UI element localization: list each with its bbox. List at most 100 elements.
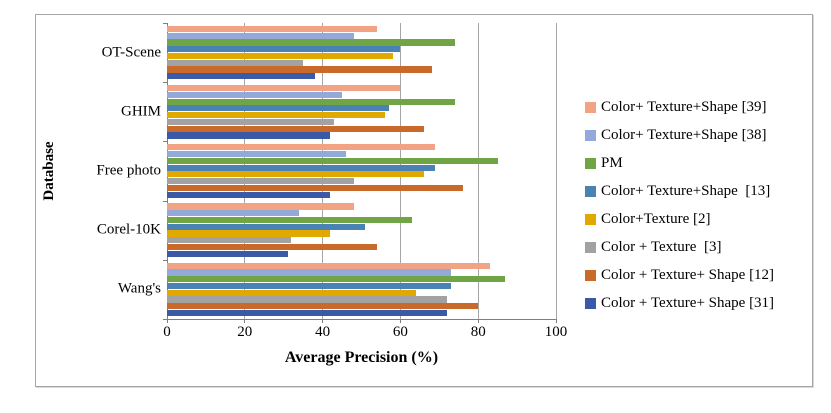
bar-corel-10k <box>167 223 366 230</box>
plot-area <box>166 23 557 320</box>
bar-chart-figure: Database Average Precision (%) Color+ Te… <box>35 14 813 387</box>
y-axis-tick <box>163 200 167 202</box>
bar-corel-10k <box>167 203 354 210</box>
y-axis-tick <box>163 82 167 84</box>
x-tick-label-100: 100 <box>544 324 568 340</box>
legend-swatch <box>585 129 596 141</box>
bar-corel-10k <box>167 250 288 258</box>
legend-swatch <box>585 185 596 197</box>
bar-group-ot-scene <box>167 23 556 82</box>
bar-wang-s <box>167 303 479 310</box>
legend-swatch <box>585 157 596 169</box>
bar-corel-10k <box>167 237 292 244</box>
bar-free-photo <box>167 171 424 178</box>
bar-free-photo <box>167 144 436 151</box>
legend-swatch <box>585 241 596 253</box>
legend-item-0: Color+ Texture+Shape [39] <box>585 93 774 121</box>
x-axis-tick-0 <box>166 319 168 323</box>
x-axis-tick-80 <box>477 319 479 323</box>
bar-wang-s <box>167 296 448 303</box>
legend-item-2: PM <box>585 149 774 177</box>
bar-free-photo <box>167 184 463 192</box>
legend-item-6: Color + Texture+ Shape [12] <box>585 261 774 289</box>
gridline-80 <box>477 23 479 319</box>
bar-ghim <box>167 112 385 119</box>
category-label-ot-scene: OT-Scene <box>101 44 161 61</box>
bar-ghim <box>167 118 335 126</box>
legend-item-5: Color + Texture [3] <box>585 233 774 261</box>
legend-label: Color+ Texture+Shape [38] <box>601 126 767 143</box>
gridline-20 <box>244 23 246 319</box>
legend: Color+ Texture+Shape [39] Color+ Texture+… <box>585 93 774 317</box>
legend-label: Color + Texture [3] <box>601 238 722 255</box>
x-axis-tick-100 <box>555 319 557 323</box>
x-tick-label-40: 40 <box>315 324 331 340</box>
bar-group-corel-10k <box>167 201 556 260</box>
bar-group-wang-s <box>167 260 556 319</box>
x-axis-title: Average Precision (%) <box>284 349 439 366</box>
bar-ot-scene <box>167 32 354 39</box>
y-axis-tick <box>163 23 167 24</box>
bar-wang-s <box>167 276 506 283</box>
x-tick-label-80: 80 <box>470 324 486 340</box>
legend-item-1: Color+ Texture+Shape [38] <box>585 121 774 149</box>
bar-ghim <box>167 98 455 105</box>
bar-wang-s <box>167 282 451 290</box>
legend-swatch <box>585 269 596 281</box>
bar-wang-s <box>167 289 416 296</box>
bar-ghim <box>167 132 331 139</box>
x-tick-label-60: 60 <box>392 324 408 340</box>
legend-item-7: Color + Texture+ Shape [31] <box>585 289 774 317</box>
bar-ot-scene <box>167 59 304 66</box>
bar-ot-scene <box>167 52 393 60</box>
bar-ot-scene <box>167 39 455 46</box>
bar-group-free-photo <box>167 141 556 200</box>
x-axis-tick-40 <box>322 319 324 323</box>
legend-swatch <box>585 213 596 225</box>
bar-wang-s <box>167 310 448 317</box>
bar-ghim <box>167 91 343 98</box>
legend-item-4: Color+Texture [2] <box>585 205 774 233</box>
bar-free-photo <box>167 157 498 164</box>
bar-free-photo <box>167 191 331 198</box>
legend-label: Color + Texture+ Shape [12] <box>601 266 775 283</box>
bar-ot-scene <box>167 66 432 73</box>
category-label-ghim: GHIM <box>121 103 161 120</box>
category-label-wang-s: Wang's <box>117 280 161 297</box>
x-axis-tick-60 <box>399 319 401 323</box>
bar-ot-scene <box>167 25 378 32</box>
legend-label: PM <box>601 154 623 171</box>
x-tick-label-0: 0 <box>163 324 171 340</box>
legend-label: Color+Texture [2] <box>601 210 711 227</box>
legend-label: Color + Texture+ Shape [31] <box>601 294 775 311</box>
gridline-40 <box>322 23 324 319</box>
y-axis-line <box>166 23 168 319</box>
bar-group-ghim <box>167 82 556 141</box>
x-tick-label-20: 20 <box>237 324 253 340</box>
bar-corel-10k <box>167 216 413 224</box>
category-label-corel-10k: Corel-10K <box>96 221 161 238</box>
y-axis-tick <box>163 141 167 143</box>
gridline-100 <box>555 23 557 319</box>
bar-wang-s <box>167 262 490 269</box>
legend-swatch <box>585 101 596 113</box>
bar-ot-scene <box>167 73 315 80</box>
bar-ot-scene <box>167 46 401 53</box>
bar-free-photo <box>167 150 346 158</box>
y-axis-tick <box>163 319 167 320</box>
bar-ghim <box>167 125 424 132</box>
legend-label: Color+ Texture+Shape [39] <box>601 98 767 115</box>
bar-ghim <box>167 105 389 112</box>
bar-wang-s <box>167 269 451 276</box>
bar-ghim <box>167 84 401 92</box>
bar-free-photo <box>167 164 436 171</box>
y-axis-tick <box>163 259 167 261</box>
legend-swatch <box>585 297 596 309</box>
gridline-60 <box>399 23 401 319</box>
bar-corel-10k <box>167 244 378 251</box>
bar-corel-10k <box>167 210 300 217</box>
legend-item-3: Color+ Texture+Shape [13] <box>585 177 774 205</box>
bar-corel-10k <box>167 230 331 237</box>
x-axis-tick-20 <box>244 319 246 323</box>
